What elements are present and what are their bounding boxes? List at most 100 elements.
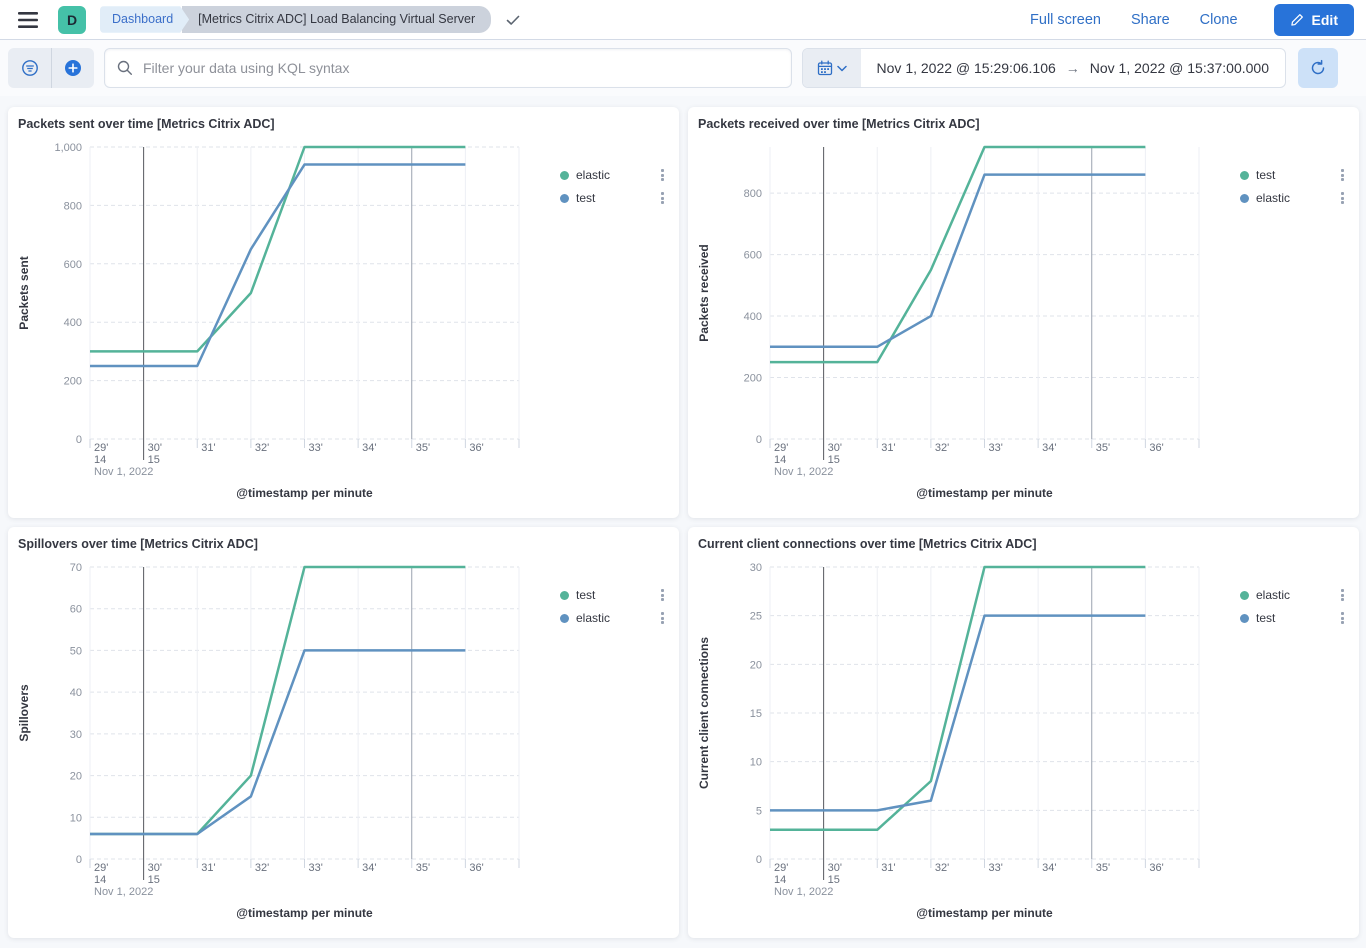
svg-text:@timestamp per minute: @timestamp per minute (236, 486, 373, 500)
date-end-value[interactable]: Nov 1, 2022 @ 15:37:00.000 (1089, 60, 1269, 76)
svg-text:30': 30' (148, 862, 162, 874)
svg-text:35': 35' (1096, 442, 1110, 454)
svg-text:Nov 1, 2022: Nov 1, 2022 (94, 466, 153, 478)
legend-options-kebab-icon[interactable] (1337, 169, 1349, 181)
legend-item: elastic (560, 610, 669, 626)
legend-series-dot (560, 193, 569, 203)
kql-search-input[interactable] (143, 60, 779, 76)
svg-text:14: 14 (94, 454, 106, 466)
legend-item: elastic (1240, 587, 1349, 603)
svg-text:34': 34' (1042, 442, 1056, 454)
svg-text:800: 800 (744, 188, 762, 200)
svg-text:30: 30 (70, 729, 82, 741)
legend-series-dot (560, 170, 569, 180)
legend-series-dot (560, 590, 569, 600)
hamburger-menu-icon[interactable] (12, 4, 44, 36)
svg-text:31': 31' (201, 862, 215, 874)
space-avatar[interactable]: D (58, 5, 86, 34)
svg-text:36': 36' (1149, 442, 1163, 454)
edit-button[interactable]: Edit (1273, 3, 1354, 36)
refresh-button[interactable] (1298, 48, 1338, 88)
check-icon (505, 12, 521, 28)
legend-item: test (560, 190, 669, 206)
svg-text:10: 10 (70, 812, 82, 824)
svg-text:600: 600 (64, 259, 82, 271)
legend-series-label[interactable]: elastic (576, 611, 611, 625)
legend-series-label[interactable]: test (1256, 168, 1276, 182)
legend-series-dot (1240, 590, 1249, 600)
svg-text:34': 34' (1042, 862, 1056, 874)
pencil-icon (1290, 13, 1304, 27)
svg-text:33': 33' (309, 442, 323, 454)
legend-series-label[interactable]: elastic (1256, 588, 1291, 602)
svg-text:25: 25 (750, 611, 762, 623)
legend-series-label[interactable]: test (576, 191, 596, 205)
line-chart-canvas: 0 10 20 30 40 50 60 70 29' 30' 31' 32' 33' 34' 35' 36' 1… (17, 562, 520, 920)
svg-text:36': 36' (469, 442, 483, 454)
legend-series-label[interactable]: test (1256, 611, 1276, 625)
panel-title[interactable]: Packets sent over time [Metrics Citrix A… (18, 117, 275, 131)
line-chart-canvas: 0 200 400 600 800 29' 30' 31' 32' 33' 34' 35' 36' 14 1… (697, 145, 1200, 500)
svg-text:20: 20 (750, 659, 762, 671)
svg-text:0: 0 (756, 434, 762, 446)
panel-title[interactable]: Spillovers over time [Metrics Citrix ADC… (18, 537, 258, 551)
svg-text:10: 10 (750, 757, 762, 769)
svg-text:1,000: 1,000 (54, 142, 82, 154)
svg-text:400: 400 (64, 317, 82, 329)
svg-text:32': 32' (935, 862, 949, 874)
svg-text:15: 15 (828, 874, 840, 886)
legend-series-dot (1240, 193, 1249, 203)
full-screen-link[interactable]: Full screen (1030, 11, 1101, 28)
svg-text:0: 0 (76, 854, 82, 866)
legend-item: test (1240, 610, 1349, 626)
svg-text:Nov 1, 2022: Nov 1, 2022 (774, 466, 833, 478)
svg-text:50: 50 (70, 645, 82, 657)
panel-current-client-connections: Current client connections over time [Me… (688, 527, 1359, 938)
date-start-value[interactable]: Nov 1, 2022 @ 15:29:06.106 (876, 60, 1056, 76)
legend-series-label[interactable]: elastic (1256, 191, 1291, 205)
legend-options-kebab-icon[interactable] (657, 169, 669, 181)
svg-text:60: 60 (70, 604, 82, 616)
svg-text:34': 34' (362, 862, 376, 874)
line-chart-canvas: 0 5 10 15 20 25 30 29' 30' 31' 32' 33' 34' 35' 36' 14 15… (697, 562, 1200, 920)
svg-text:30: 30 (750, 562, 762, 574)
svg-text:36': 36' (469, 862, 483, 874)
svg-text:30': 30' (828, 862, 842, 874)
svg-text:14: 14 (774, 874, 786, 886)
legend-options-kebab-icon[interactable] (1337, 612, 1349, 624)
saved-query-menu-button[interactable] (8, 48, 51, 88)
svg-text:15: 15 (828, 454, 840, 466)
legend-options-kebab-icon[interactable] (657, 589, 669, 601)
svg-text:31': 31' (881, 862, 895, 874)
panel-title[interactable]: Current client connections over time [Me… (698, 537, 1037, 551)
svg-text:30': 30' (148, 442, 162, 454)
legend-options-kebab-icon[interactable] (657, 612, 669, 624)
svg-text:400: 400 (744, 311, 762, 323)
clone-link[interactable]: Clone (1199, 11, 1238, 28)
legend-series-label[interactable]: elastic (576, 168, 611, 182)
legend-series-dot (560, 613, 569, 623)
legend-options-kebab-icon[interactable] (1337, 192, 1349, 204)
svg-text:15: 15 (750, 708, 762, 720)
svg-text:29': 29' (774, 442, 788, 454)
svg-text:34': 34' (362, 442, 376, 454)
date-quick-select-button[interactable] (802, 49, 861, 87)
line-chart-canvas: 0 200 400 600 800 1,000 29' 30' 31' 32' 33' 34' 35' 3… (17, 142, 520, 500)
legend-options-kebab-icon[interactable] (657, 192, 669, 204)
chart-legend: test elastic (1240, 167, 1349, 206)
arrow-right-icon: → (1065, 60, 1080, 76)
share-link[interactable]: Share (1130, 11, 1170, 28)
svg-text:800: 800 (64, 200, 82, 212)
legend-series-label[interactable]: test (576, 588, 596, 602)
svg-text:@timestamp per minute: @timestamp per minute (916, 486, 1053, 500)
query-bar: Nov 1, 2022 @ 15:29:06.106 → Nov 1, 2022… (0, 40, 1366, 96)
panel-title[interactable]: Packets received over time [Metrics Citr… (698, 117, 980, 131)
add-filter-button[interactable] (51, 48, 94, 88)
panel-packets-sent: Packets sent over time [Metrics Citrix A… (8, 107, 679, 518)
svg-text:600: 600 (744, 250, 762, 262)
svg-text:Current client connections: Current client connections (697, 637, 711, 789)
legend-options-kebab-icon[interactable] (1337, 589, 1349, 601)
svg-text:15: 15 (148, 874, 160, 886)
breadcrumb-dashboard[interactable]: Dashboard (100, 6, 189, 33)
svg-text:200: 200 (744, 373, 762, 385)
